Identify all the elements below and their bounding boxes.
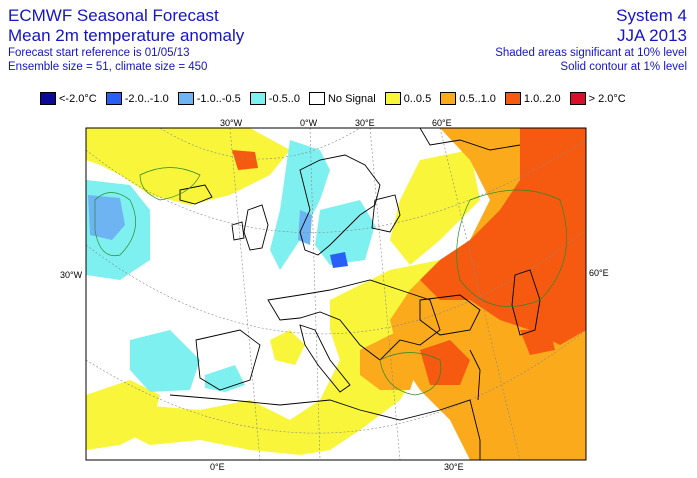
coast-black-sea	[419, 294, 481, 336]
lon-label-top-30w: 30°W	[220, 118, 243, 128]
legend-swatch	[177, 92, 194, 105]
legend-swatch	[105, 92, 122, 105]
graticule	[86, 128, 586, 460]
light-blue-anomaly-north-sea	[298, 210, 312, 245]
legend-swatch	[440, 92, 457, 105]
product-title: ECMWF Seasonal Forecast	[8, 6, 219, 25]
graticule-line	[86, 139, 586, 233]
variable-title: Mean 2m temperature anomaly	[8, 26, 245, 45]
coast-british-isles	[243, 204, 269, 251]
title-block: ECMWF Seasonal Forecast Mean 2m temperat…	[8, 6, 244, 74]
graticule-line	[229, 128, 261, 460]
forecast-start-text: Forecast start reference is 01/05/13	[8, 47, 190, 59]
legend-item: <-2.0°C	[40, 92, 97, 105]
lon-label-top-30e: 30°E	[355, 118, 375, 128]
graticule-line	[86, 329, 586, 434]
map-border	[85, 127, 587, 461]
yellow-anomaly-north-atlantic	[86, 128, 290, 205]
cyan-anomaly-north-africa-west	[130, 330, 200, 392]
info-block: System 4 JJA 2013 Shaded areas significa…	[495, 6, 687, 74]
ensemble-size-text: Ensemble size = 51, climate size = 450	[8, 61, 208, 73]
light-blue-anomaly-atlantic	[88, 195, 125, 240]
red-orange-anomaly-east	[420, 128, 586, 345]
cyan-anomaly-scandinavia	[270, 140, 330, 270]
coast-africa	[169, 394, 481, 460]
blue-anomaly-baltic-core	[330, 252, 348, 268]
red-orange-anomaly-greece	[420, 340, 470, 385]
lon-label-top-0: 0°W	[300, 118, 318, 128]
lon-label-top-60e: 60°E	[432, 118, 452, 128]
yellow-anomaly-bay	[270, 330, 305, 365]
graticule-line	[439, 128, 521, 460]
orange-anomaly-balkans	[360, 330, 420, 390]
legend-label: -1.0..-0.5	[196, 92, 241, 105]
contour-line	[139, 167, 201, 201]
contour-line	[94, 192, 136, 257]
legend-label: 0.5..1.0	[459, 92, 496, 105]
legend-swatch	[569, 92, 586, 105]
legend-item: 1.0..2.0	[504, 92, 561, 105]
graticule-line	[309, 128, 321, 460]
legend-item: -0.5..0	[249, 92, 300, 105]
legend-swatch	[249, 92, 266, 105]
yellow-anomaly-africa-west	[86, 380, 160, 450]
legend-label: No Signal	[327, 92, 376, 105]
coast-caspian	[511, 269, 541, 336]
legend-item: > 2.0°C	[569, 92, 626, 105]
lon-label-bottom-30e: 30°E	[444, 462, 464, 472]
yellow-anomaly-mediterranean	[110, 260, 450, 455]
legend-swatch	[504, 92, 521, 105]
coast-ireland	[231, 221, 245, 241]
lon-label-left-30w: 30°W	[60, 270, 83, 280]
yellow-anomaly-east-border	[390, 150, 480, 265]
legend-item: -2.0..-1.0	[105, 92, 169, 105]
coast-levant	[469, 349, 481, 401]
graticule-line	[369, 128, 401, 460]
coast-arctic	[419, 128, 521, 151]
graticule-line	[86, 229, 586, 335]
legend-item: -1.0..-0.5	[177, 92, 241, 105]
lon-label-right-60e: 60°E	[589, 268, 609, 278]
contour-note: Solid contour at 1% level	[560, 61, 687, 73]
legend-swatch	[308, 92, 325, 105]
season-label: JJA 2013	[617, 26, 687, 45]
contour-line	[379, 352, 442, 396]
legend-item: 0.5..1.0	[440, 92, 496, 105]
coast-iberia	[195, 329, 261, 391]
anomaly-fields	[86, 128, 586, 460]
legend-swatch	[40, 92, 56, 105]
shaded-note: Shaded areas significant at 10% level	[495, 47, 687, 59]
legend-swatch	[384, 92, 401, 105]
legend-label: 0..0.5	[403, 92, 432, 105]
legend-label: -0.5..0	[268, 92, 300, 105]
significance-contours	[94, 167, 567, 396]
graticule-line	[159, 128, 361, 160]
coast-europe	[267, 279, 441, 361]
coast-finland	[371, 194, 401, 233]
red-orange-anomaly-caucasus	[520, 330, 555, 355]
lon-label-bottom-0: 0°E	[210, 462, 225, 472]
coast-italy	[299, 324, 351, 393]
legend-label: 1.0..2.0	[523, 92, 561, 105]
color-legend: <-2.0°C -2.0..-1.0 -1.0..-0.5 -0.5..0 No…	[40, 92, 635, 105]
contour-line	[456, 189, 567, 307]
legend-item: 0..0.5	[384, 92, 432, 105]
red-orange-anomaly-north	[232, 150, 258, 170]
legend-label: -2.0..-1.0	[124, 92, 169, 105]
coast-scandinavia	[299, 154, 381, 256]
legend-label: > 2.0°C	[588, 92, 626, 105]
legend-item: No Signal	[308, 92, 376, 105]
system-label: System 4	[616, 6, 687, 25]
legend-label: <-2.0°C	[59, 92, 97, 105]
coast-iceland	[179, 184, 213, 205]
coastlines	[169, 128, 541, 460]
cyan-anomaly-baltic	[315, 200, 375, 265]
